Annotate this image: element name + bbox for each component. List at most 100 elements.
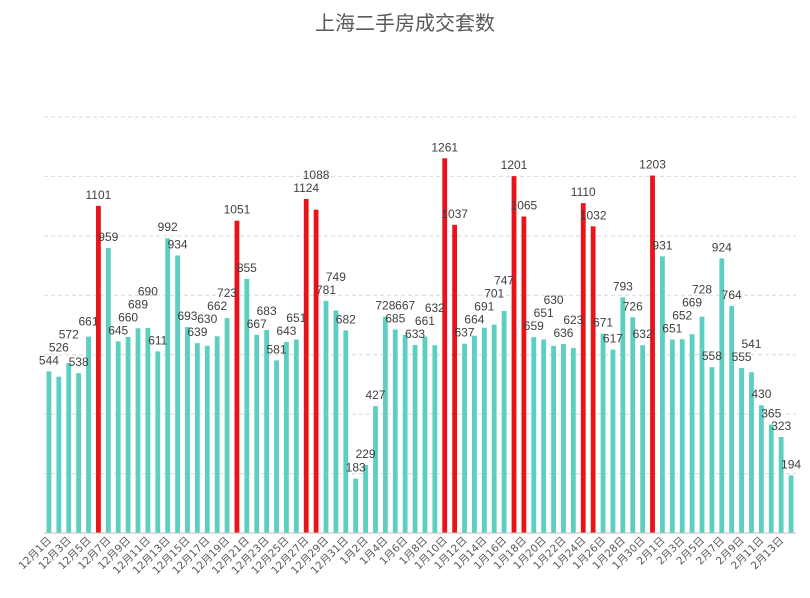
value-label: 636 xyxy=(553,326,573,340)
bar xyxy=(194,343,200,533)
value-label: 1261 xyxy=(431,140,458,154)
bar-highlight xyxy=(303,199,309,534)
value-label: 1101 xyxy=(86,188,112,202)
value-label: 632 xyxy=(425,301,445,315)
bar-highlight xyxy=(590,226,596,533)
bar xyxy=(462,343,467,533)
bar xyxy=(46,371,52,533)
bar xyxy=(115,341,121,533)
value-label: 526 xyxy=(49,340,69,354)
value-label: 959 xyxy=(98,230,118,244)
value-label: 611 xyxy=(148,333,167,347)
value-label: 781 xyxy=(316,283,336,297)
value-label: 728 xyxy=(375,299,395,313)
value-label: 690 xyxy=(138,284,158,298)
bar xyxy=(788,475,794,533)
bar xyxy=(135,328,141,533)
value-label: 691 xyxy=(474,300,494,314)
value-label: 623 xyxy=(563,313,583,327)
value-label: 633 xyxy=(405,327,425,341)
value-label: 664 xyxy=(464,313,484,327)
value-label: 723 xyxy=(217,286,237,300)
bar xyxy=(373,406,378,533)
bar xyxy=(86,336,91,533)
bar-highlight xyxy=(521,216,527,534)
value-label: 682 xyxy=(336,312,356,326)
bar xyxy=(293,339,299,533)
bar xyxy=(749,372,754,533)
bar xyxy=(551,345,556,533)
bar xyxy=(343,330,349,533)
value-label: 924 xyxy=(712,240,732,254)
value-label: 1203 xyxy=(639,158,666,172)
bar xyxy=(561,344,566,533)
value-label: 693 xyxy=(177,309,197,323)
value-label: 652 xyxy=(672,309,692,323)
bar xyxy=(175,255,180,533)
bar xyxy=(274,360,279,533)
bar xyxy=(254,334,260,533)
bar-highlight xyxy=(96,205,101,534)
value-label: 617 xyxy=(603,332,623,346)
value-label: 749 xyxy=(326,270,346,284)
value-label: 660 xyxy=(118,310,138,324)
value-label: 643 xyxy=(276,324,296,338)
bar xyxy=(165,238,171,533)
value-label: 365 xyxy=(761,407,781,421)
bar xyxy=(155,351,161,533)
bar xyxy=(284,341,289,533)
value-label: 667 xyxy=(395,298,415,312)
value-label: 183 xyxy=(346,461,366,475)
bar xyxy=(333,310,339,533)
value-label: 1051 xyxy=(224,203,251,217)
value-label: 651 xyxy=(534,306,554,320)
bar xyxy=(699,316,705,533)
bar xyxy=(541,339,547,533)
bar xyxy=(363,464,368,533)
bar xyxy=(600,333,606,533)
value-label: 659 xyxy=(524,319,544,333)
bar-highlight xyxy=(442,158,448,533)
value-label: 555 xyxy=(732,350,752,364)
bar-highlight xyxy=(313,209,319,534)
bar xyxy=(472,335,477,533)
value-label: 544 xyxy=(39,353,59,367)
bar xyxy=(758,405,764,533)
value-label: 992 xyxy=(158,220,178,234)
value-label: 430 xyxy=(751,387,771,401)
value-label: 689 xyxy=(128,297,148,311)
bar-highlight xyxy=(234,220,240,533)
bar xyxy=(402,334,408,533)
chart-title: 上海二手房成交套数 xyxy=(315,11,495,35)
value-label: 701 xyxy=(484,287,504,301)
bar xyxy=(432,345,438,533)
value-label: 639 xyxy=(187,325,207,339)
value-label: 1201 xyxy=(501,158,528,172)
bar xyxy=(778,437,784,533)
bar xyxy=(739,368,744,533)
value-label: 632 xyxy=(633,327,653,341)
value-label: 637 xyxy=(455,326,475,340)
bar-highlight xyxy=(511,176,517,534)
value-label: 194 xyxy=(781,457,801,471)
value-label: 747 xyxy=(494,274,514,288)
bar xyxy=(224,318,230,533)
bar xyxy=(204,345,210,533)
value-label: 661 xyxy=(415,314,435,328)
value-label: 558 xyxy=(702,349,722,363)
value-label: 667 xyxy=(247,317,267,331)
value-label: 764 xyxy=(722,288,742,302)
bar-highlight xyxy=(452,224,458,533)
value-label: 572 xyxy=(59,327,79,341)
value-label: 1032 xyxy=(580,208,607,222)
bar xyxy=(481,327,487,533)
bar xyxy=(105,248,111,534)
value-label: 855 xyxy=(237,261,257,275)
bar xyxy=(264,330,270,533)
bar xyxy=(323,300,329,533)
value-label: 651 xyxy=(286,311,306,325)
bar xyxy=(620,297,626,533)
bar xyxy=(531,337,537,533)
